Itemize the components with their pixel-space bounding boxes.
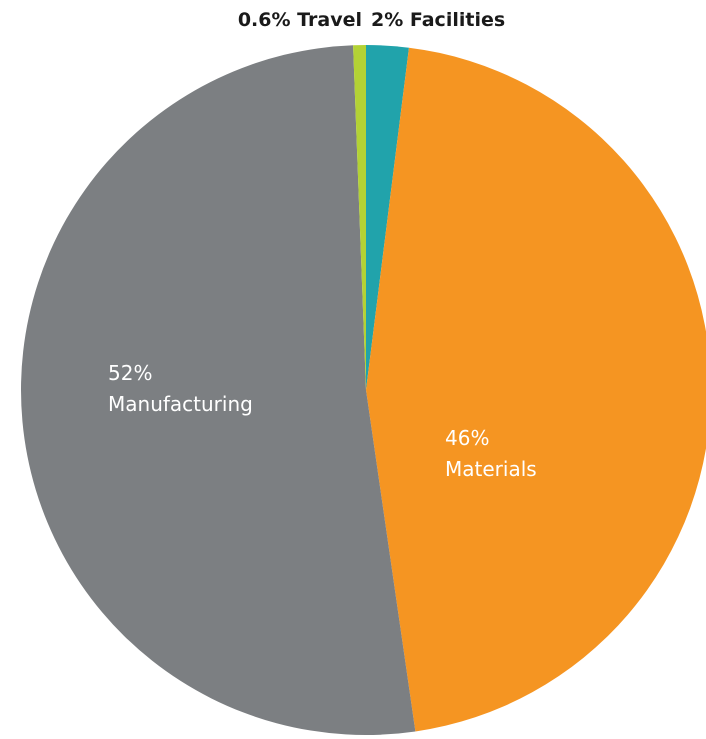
label-materials-name: Materials: [445, 457, 537, 481]
label-manufacturing-name: Manufacturing: [108, 392, 253, 416]
slice-manufacturing: [21, 45, 416, 736]
label-facilities: 2% Facilities: [371, 9, 505, 31]
label-manufacturing-percent: 52%: [108, 361, 152, 385]
pie-labels: 2% Facilities 46% Materials 52% Manufacturin…: [108, 9, 537, 481]
slice-travel: [353, 45, 366, 390]
label-materials: 46% Materials: [445, 426, 537, 481]
slice-facilities: [366, 45, 409, 390]
label-manufacturing: 52% Manufacturing: [108, 361, 253, 416]
slice-materials: [366, 47, 706, 732]
pie-slices: [21, 45, 706, 736]
label-travel: 0.6% Travel: [238, 9, 362, 31]
label-materials-percent: 46%: [445, 426, 489, 450]
